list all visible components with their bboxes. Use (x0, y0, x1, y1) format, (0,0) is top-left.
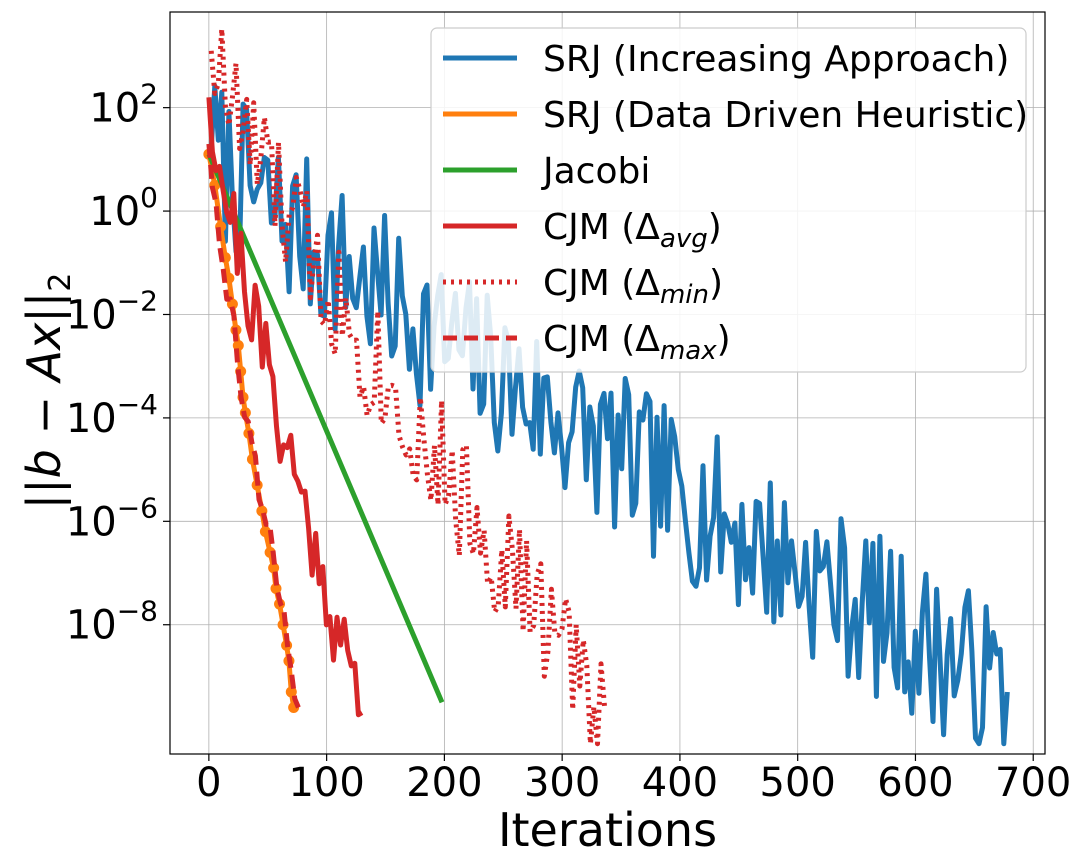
series-line-cjm-avg- (206, 97, 364, 718)
legend-label: CJM (Δmin) (543, 263, 723, 310)
series-marker (232, 340, 244, 352)
y-tick-label: 10−2 (66, 284, 158, 338)
y-tick-exp: −6 (117, 491, 158, 524)
legend-label-main: Jacobi (541, 151, 650, 192)
legend-label-close: ) (709, 263, 723, 304)
series-line-cjm-max- (206, 143, 301, 709)
tick-layer: 0 100 200 300 400 500 600 70010210010−210−410−6… (66, 78, 1072, 806)
legend-label-sub: min (660, 280, 709, 310)
legend-label: SRJ (Increasing Approach) (543, 39, 1009, 80)
legend-label-main: SRJ (Data Driven Heuristic) (543, 95, 1028, 136)
plot-frame (169, 11, 1046, 755)
series-marker (259, 526, 271, 538)
series-layer (203, 26, 1010, 747)
y-tick-label: 100 (89, 181, 158, 235)
legend-label: Jacobi (541, 151, 650, 192)
y-tick-base: 10 (89, 189, 140, 235)
legend-label-main: CJM (Δ (543, 319, 660, 360)
x-tick-label: 500 (760, 760, 836, 806)
legend-label: SRJ (Data Driven Heuristic) (543, 95, 1028, 136)
y-tick-label: 10−4 (66, 388, 158, 442)
y-tick-exp: 0 (140, 181, 158, 214)
legend-label-close: ) (717, 319, 731, 360)
y-tick-label: 102 (89, 78, 158, 132)
series-line-cjm-min- (208, 26, 608, 747)
y-tick-exp: −2 (117, 284, 158, 317)
legend-box (430, 27, 1027, 373)
series-marker (268, 562, 280, 574)
legend-label-sub: max (660, 336, 717, 366)
x-tick-label: 400 (642, 760, 718, 806)
y-tick-exp: −4 (117, 388, 158, 421)
legend-label-main: CJM (Δ (543, 263, 660, 304)
x-axis-label: Iterations (498, 803, 717, 857)
x-tick-label: 0 (196, 760, 221, 806)
legend-label-close: ) (708, 207, 722, 248)
series-marker (285, 686, 297, 698)
legend-label-main: SRJ (Increasing Approach) (543, 39, 1009, 80)
y-tick-base: 10 (89, 86, 140, 132)
y-tick-exp: −8 (117, 595, 158, 628)
y-tick-base: 10 (66, 603, 117, 649)
series-line-jacobi (206, 153, 445, 704)
y-tick-base: 10 (66, 396, 117, 442)
legend-label: CJM (Δmax) (543, 319, 731, 366)
series-marker (270, 583, 282, 595)
x-tick-label: 300 (524, 760, 600, 806)
legend-label-sub: avg (660, 224, 708, 254)
y-tick-label: 10−8 (66, 595, 158, 649)
y-tick-label: 10−6 (66, 491, 158, 545)
y-axis-label-sub: 2 (43, 273, 78, 292)
series-line-srj-increasing-approach- (208, 83, 1010, 747)
x-tick-label: 700 (995, 760, 1071, 806)
x-tick-label: 600 (877, 760, 953, 806)
y-axis-label: ||b − Ax||2 (17, 273, 78, 510)
y-axis-label-main: ||b − Ax|| (17, 292, 72, 510)
y-tick-base: 10 (66, 499, 117, 545)
legend-label-main: CJM (Δ (543, 207, 660, 248)
x-tick-label: 100 (288, 760, 364, 806)
y-tick-exp: 2 (140, 78, 158, 111)
x-tick-label: 200 (406, 760, 482, 806)
legend: SRJ (Increasing Approach) SRJ (Data Drive… (430, 27, 1028, 373)
y-tick-base: 10 (66, 292, 117, 338)
legend-label: CJM (Δavg) (543, 207, 722, 254)
